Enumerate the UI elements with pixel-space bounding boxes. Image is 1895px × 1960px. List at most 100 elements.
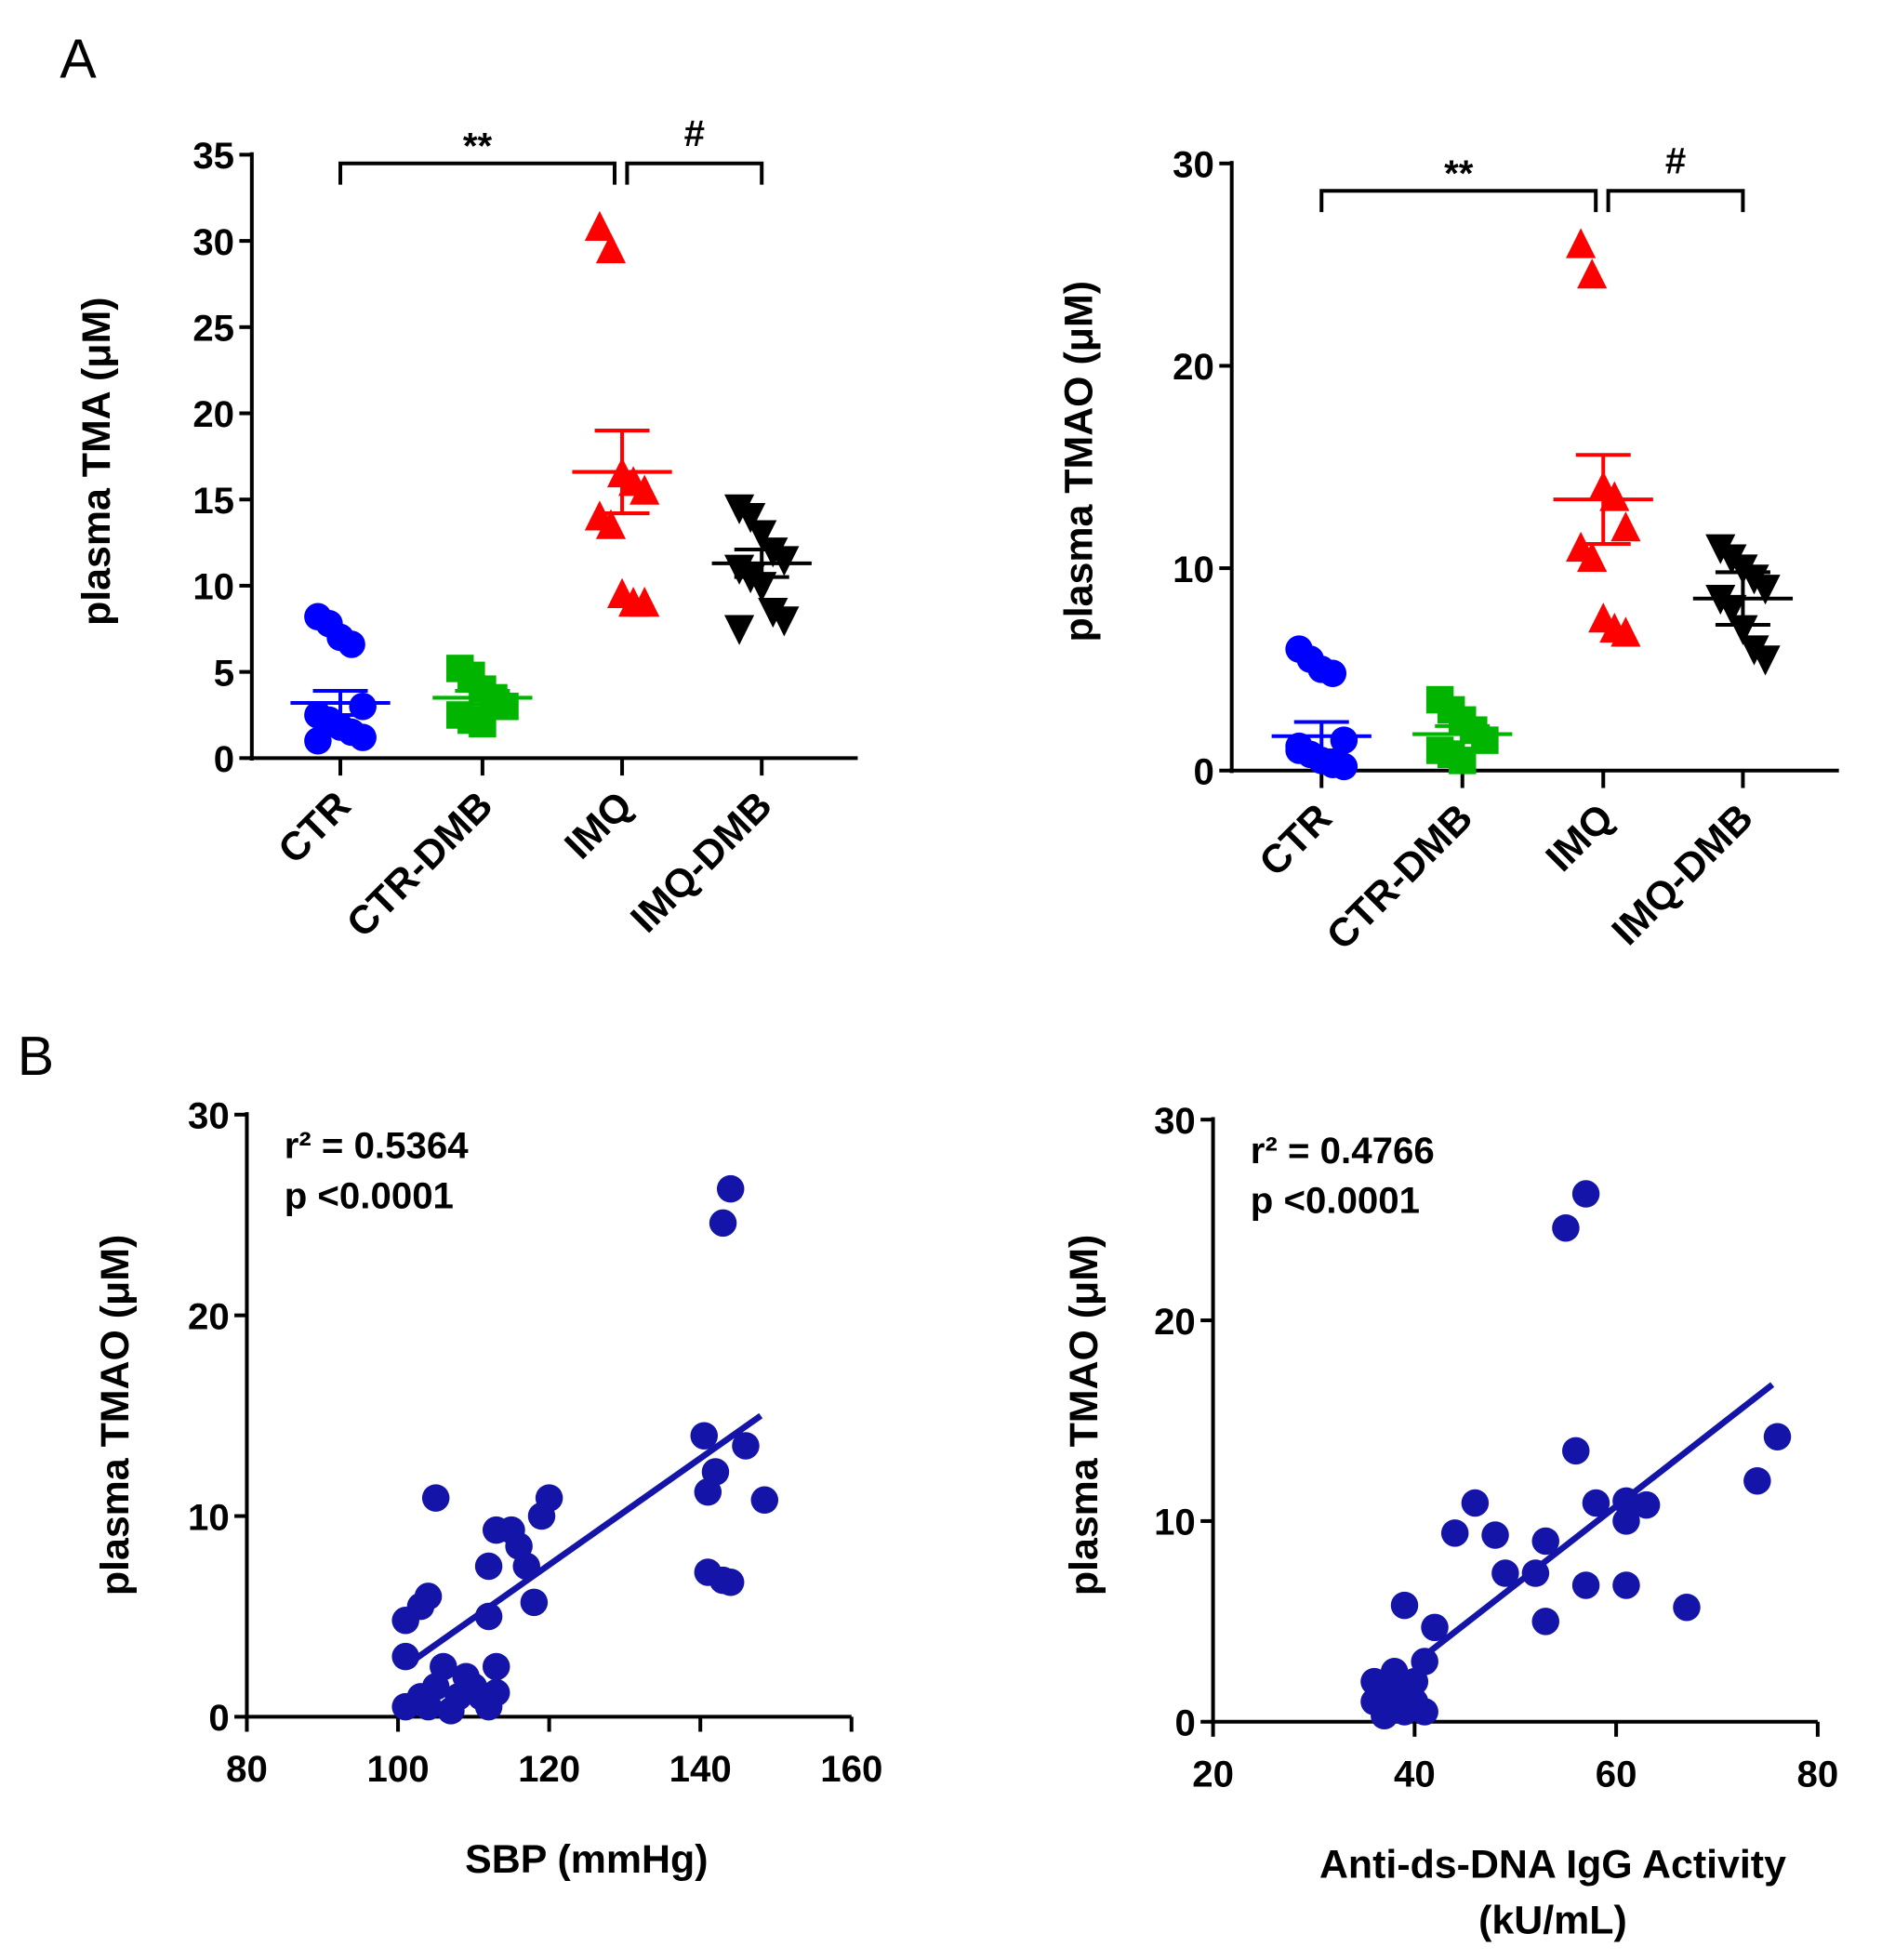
data-point bbox=[1577, 258, 1608, 289]
significance-label: # bbox=[684, 113, 705, 154]
x-tick-label: CTR bbox=[1251, 795, 1340, 884]
x-axis-label-units: (kU/mL) bbox=[1478, 1899, 1627, 1943]
y-tick-label: 0 bbox=[1194, 750, 1214, 792]
data-point bbox=[694, 1477, 722, 1506]
x-tick-label: CTR bbox=[270, 783, 359, 872]
group-imq bbox=[1553, 228, 1653, 647]
x-tick-label: IMQ-DMB bbox=[1604, 796, 1762, 954]
data-point bbox=[520, 1588, 549, 1617]
x-tick-label: CTR-DMB bbox=[1319, 796, 1481, 959]
data-point bbox=[750, 1486, 779, 1515]
data-point bbox=[595, 232, 627, 264]
data-point bbox=[1448, 747, 1477, 775]
x-tick-label: 80 bbox=[226, 1748, 268, 1790]
group-imq-dmb bbox=[1692, 534, 1794, 676]
data-point bbox=[304, 727, 332, 755]
group-imq-dmb bbox=[711, 494, 812, 645]
r-squared: r² = 0.5364 bbox=[285, 1125, 470, 1167]
x-tick-label: 120 bbox=[518, 1748, 580, 1790]
y-tick-label: 30 bbox=[1173, 144, 1214, 186]
group-ctr-dmb bbox=[432, 655, 533, 738]
data-point bbox=[1750, 645, 1781, 676]
y-tick-label: 0 bbox=[1174, 1702, 1195, 1744]
data-point bbox=[1491, 1559, 1519, 1587]
group-ctr bbox=[290, 603, 391, 755]
x-tick-label: 140 bbox=[669, 1748, 732, 1790]
data-point bbox=[1582, 1489, 1610, 1517]
y-axis-label: plasma TMA (μM) bbox=[74, 297, 119, 626]
data-point bbox=[1481, 1521, 1509, 1549]
data-point bbox=[414, 1692, 443, 1721]
x-tick-label: 100 bbox=[366, 1748, 429, 1790]
data-point bbox=[1531, 1527, 1559, 1556]
data-point bbox=[391, 1642, 419, 1671]
data-point bbox=[1360, 1688, 1388, 1715]
x-tick-label: IMQ bbox=[556, 783, 641, 867]
data-point bbox=[769, 546, 800, 576]
data-point bbox=[747, 520, 777, 550]
data-point bbox=[723, 615, 755, 645]
panel-label-b: B bbox=[18, 1026, 54, 1087]
data-point bbox=[1421, 1613, 1449, 1642]
data-point bbox=[1750, 575, 1781, 605]
data-point bbox=[421, 1484, 450, 1512]
y-tick-label: 0 bbox=[214, 738, 234, 780]
regression-line bbox=[1423, 1382, 1775, 1659]
y-tick-label: 20 bbox=[1154, 1301, 1196, 1343]
p-value: p <0.0001 bbox=[285, 1174, 454, 1216]
data-point bbox=[1390, 1591, 1419, 1620]
y-tick-label: 35 bbox=[192, 135, 234, 177]
data-point bbox=[1632, 1490, 1661, 1519]
x-tick-label: 20 bbox=[1192, 1753, 1234, 1794]
group-ctr-dmb bbox=[1412, 685, 1513, 775]
significance-bracket bbox=[1606, 189, 1745, 213]
data-point bbox=[1716, 594, 1747, 626]
data-point bbox=[1571, 1180, 1600, 1208]
significance-bracket bbox=[625, 161, 764, 185]
data-point bbox=[391, 1607, 419, 1635]
data-point bbox=[452, 1662, 480, 1690]
data-point bbox=[1763, 1423, 1792, 1450]
x-tick-label: 60 bbox=[1596, 1753, 1637, 1794]
y-tick-label: 30 bbox=[1154, 1100, 1196, 1142]
data-point bbox=[469, 709, 497, 738]
data-point bbox=[474, 1552, 503, 1581]
panel-label-a: A bbox=[60, 28, 97, 89]
data-point bbox=[629, 474, 660, 505]
data-point bbox=[1610, 616, 1641, 647]
data-point bbox=[690, 1422, 719, 1450]
data-point bbox=[735, 503, 766, 534]
data-point bbox=[1612, 1571, 1640, 1599]
data-point bbox=[716, 1174, 745, 1203]
data-point bbox=[709, 1209, 737, 1238]
data-point bbox=[349, 723, 377, 751]
x-tick-label: IMQ-DMB bbox=[622, 783, 780, 941]
y-axis-label: plasma TMAO (μM) bbox=[93, 1235, 138, 1596]
significance-bracket bbox=[1319, 189, 1598, 213]
data-point bbox=[338, 630, 365, 658]
data-point bbox=[1673, 1593, 1701, 1622]
y-axis-label: plasma TMAO (μM) bbox=[1062, 1235, 1107, 1596]
significance-label: ** bbox=[463, 125, 493, 166]
y-tick-label: 5 bbox=[214, 652, 234, 694]
data-point bbox=[1562, 1437, 1590, 1465]
data-point bbox=[1571, 1571, 1600, 1599]
data-point bbox=[747, 572, 777, 603]
data-point bbox=[1319, 659, 1347, 688]
y-tick-label: 0 bbox=[208, 1697, 229, 1739]
data-point bbox=[584, 210, 616, 242]
data-point bbox=[1285, 732, 1313, 761]
data-point bbox=[1330, 726, 1358, 754]
data-point bbox=[1552, 1213, 1580, 1242]
regression-line bbox=[411, 1412, 763, 1663]
y-tick-label: 10 bbox=[1154, 1502, 1196, 1543]
data-point bbox=[1612, 1507, 1640, 1535]
x-tick-label: 40 bbox=[1394, 1753, 1436, 1794]
group-imq bbox=[572, 210, 672, 617]
significance-bracket bbox=[338, 161, 617, 185]
data-point bbox=[1400, 1688, 1429, 1715]
y-tick-label: 10 bbox=[188, 1496, 230, 1538]
significance-label: ** bbox=[1444, 152, 1474, 194]
data-point bbox=[1599, 481, 1630, 511]
